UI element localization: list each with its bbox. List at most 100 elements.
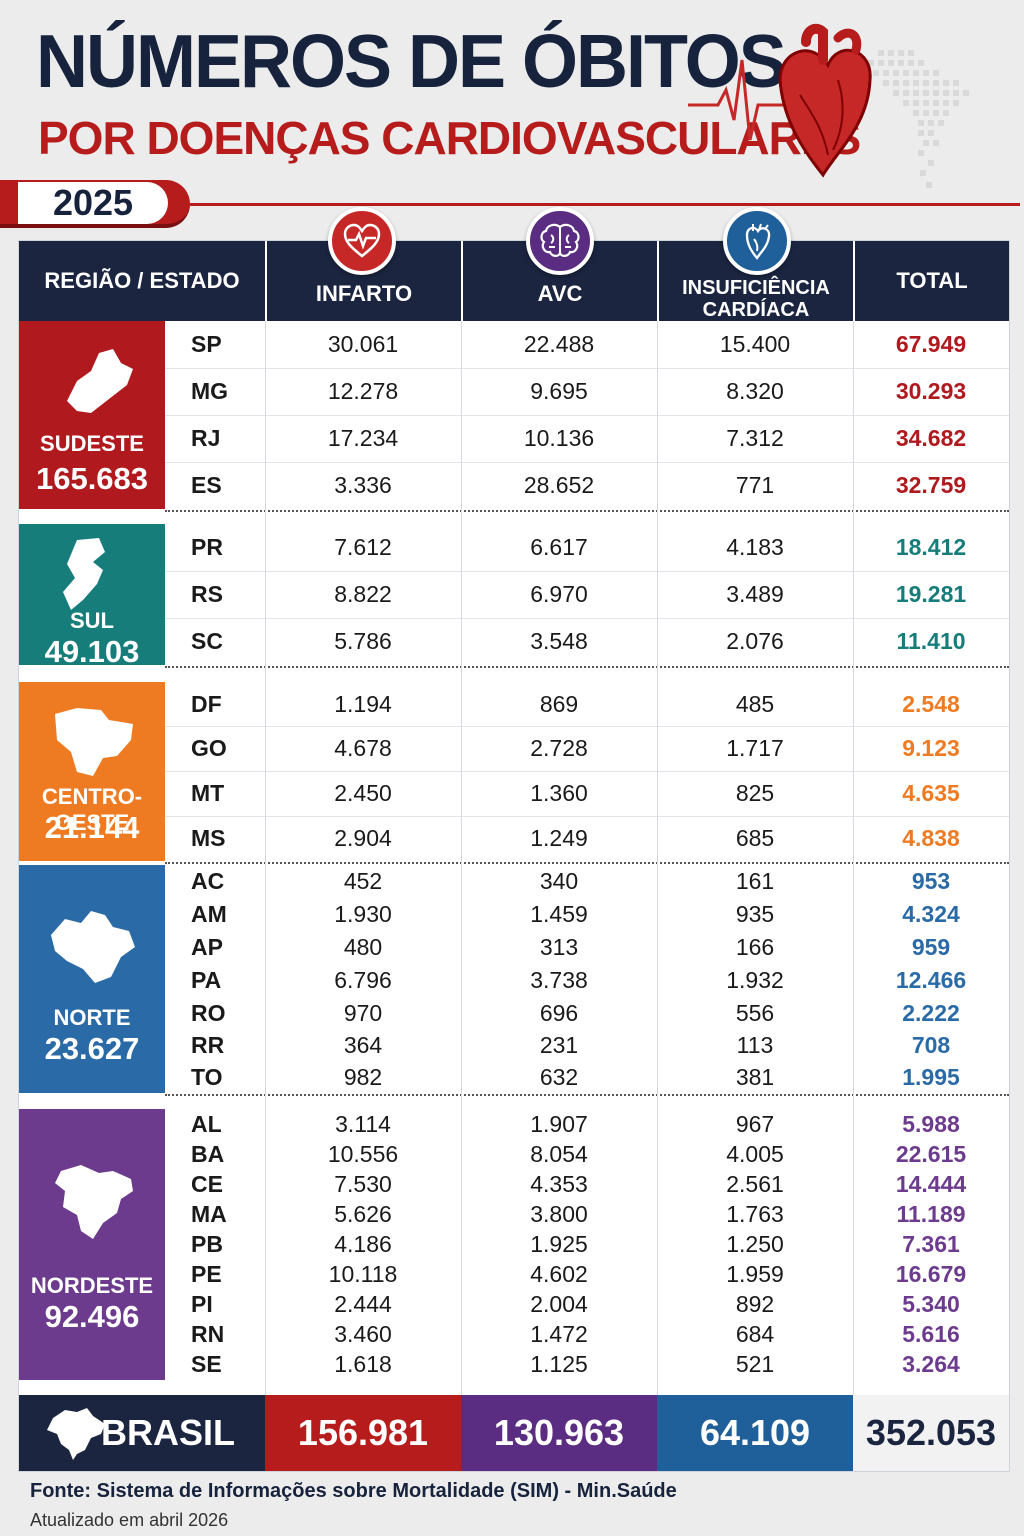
region-divider	[165, 862, 1009, 864]
avc-value: 1.125	[530, 1351, 588, 1377]
avc-value: 231	[539, 1031, 579, 1058]
insuficiencia-value: 8.320	[726, 378, 784, 404]
table-row: RO 970 696 556 2.222	[165, 997, 1009, 1029]
avc-value: 3.738	[530, 967, 588, 993]
infarto-value: 982	[343, 1063, 383, 1090]
region-name: SUL	[70, 608, 114, 633]
state-code: MS	[191, 825, 226, 851]
norte-map-icon	[51, 911, 135, 983]
insuficiencia-value: 7.312	[726, 425, 784, 451]
infarto-value: 5.626	[334, 1200, 392, 1227]
avc-value: 22.488	[523, 331, 595, 357]
row-total: 2.548	[902, 690, 960, 717]
heart-illustration-icon	[688, 23, 969, 188]
brasil-total-row: BRASIL 156.981 130.963 64.109 352.053	[19, 1395, 1009, 1471]
brazil-map-icon	[47, 1408, 105, 1460]
col-avc-header: AVC	[461, 241, 657, 321]
infarto-value: 3.114	[335, 1110, 391, 1137]
infarto-value: 4.186	[334, 1230, 392, 1257]
infarto-value: 452	[343, 867, 383, 894]
region-name: CENTRO-OESTE	[41, 784, 143, 835]
year-label: 2025	[18, 182, 168, 224]
row-divider	[165, 368, 1009, 369]
row-total: 11.189	[896, 1200, 966, 1227]
row-divider	[165, 726, 1009, 727]
table-row: RN 3.460 1.472 684 5.616	[165, 1319, 1009, 1349]
avc-value: 2.004	[530, 1290, 588, 1317]
avc-value: 10.136	[523, 425, 595, 451]
avc-value: 632	[539, 1063, 579, 1090]
infarto-value: 8.822	[334, 581, 392, 607]
source-text: Fonte: Sistema de Informações sobre Mort…	[30, 1480, 677, 1502]
state-code: MA	[191, 1200, 227, 1227]
region-total: 49.103	[44, 634, 140, 669]
avc-value: 3.800	[530, 1200, 588, 1227]
region-divider	[165, 666, 1009, 668]
brasil-avc: 130.963	[461, 1395, 657, 1471]
state-code: CE	[191, 1170, 223, 1197]
row-total: 67.949	[895, 331, 967, 357]
region-divider	[165, 1094, 1009, 1096]
table-row: CE 7.530 4.353 2.561 14.444	[165, 1169, 1009, 1199]
insuficiencia-value: 485	[735, 690, 775, 717]
region-name: SUDESTE	[40, 431, 144, 456]
table-row: AL 3.114 1.907 967 5.988	[165, 1109, 1009, 1139]
state-code: RR	[191, 1031, 225, 1058]
heart-pulse-icon	[328, 207, 396, 275]
row-divider	[165, 571, 1009, 572]
row-total: 12.466	[895, 967, 967, 993]
table-row: SC 5.786 3.548 2.076 11.410	[165, 618, 1009, 665]
infarto-value: 1.618	[334, 1351, 392, 1377]
region-nordeste: NORDESTE 92.496	[19, 1109, 165, 1380]
page-title: NÚMEROS DE ÓBITOS	[36, 20, 787, 104]
insuficiencia-value: 4.183	[726, 534, 784, 560]
avc-value: 2.728	[530, 735, 588, 761]
infarto-value: 2.450	[334, 780, 392, 806]
infarto-value: 3.336	[334, 472, 392, 498]
insuficiencia-value: 935	[735, 900, 775, 927]
insuficiencia-value: 825	[735, 780, 775, 806]
table-row: BA 10.556 8.054 4.005 22.615	[165, 1139, 1009, 1169]
region-divider	[165, 510, 1009, 512]
row-total: 708	[911, 1031, 951, 1058]
brasil-label-cell: BRASIL	[19, 1395, 265, 1471]
col-infarto-header: INFARTO	[265, 241, 461, 321]
infarto-value: 364	[343, 1031, 383, 1058]
table-row: SE 1.618 1.125 521 3.264	[165, 1349, 1009, 1380]
state-code: MT	[191, 780, 225, 806]
row-divider	[165, 618, 1009, 619]
table-row: DF 1.194 869 485 2.548	[165, 682, 1009, 726]
insuficiencia-value: 684	[735, 1320, 775, 1347]
year-divider	[190, 203, 1020, 206]
infarto-value: 4.678	[334, 735, 392, 761]
row-total: 2.222	[902, 999, 960, 1026]
avc-value: 313	[539, 934, 579, 960]
region-sul: SUL 49.103	[19, 524, 165, 669]
row-total: 4.635	[902, 780, 960, 806]
insuficiencia-value: 685	[735, 825, 775, 851]
row-total: 5.988	[902, 1110, 960, 1137]
state-code: AP	[191, 934, 223, 960]
insuficiencia-value: 161	[735, 867, 775, 894]
insuficiencia-value: 2.561	[726, 1170, 784, 1197]
state-code: BA	[191, 1140, 225, 1167]
table-row: RS 8.822 6.970 3.489 19.281	[165, 571, 1009, 618]
infarto-value: 1.194	[334, 690, 392, 717]
state-code: ES	[191, 472, 222, 498]
row-total: 7.361	[902, 1230, 960, 1257]
row-total: 5.340	[902, 1290, 960, 1317]
brasil-insuficiencia: 64.109	[657, 1395, 853, 1471]
row-total: 5.616	[902, 1320, 960, 1347]
state-code: AC	[191, 867, 225, 894]
column-divider	[657, 321, 658, 1395]
row-total: 19.281	[895, 581, 967, 607]
state-code: RN	[191, 1320, 225, 1347]
avc-value: 6.970	[530, 581, 588, 607]
brasil-label: BRASIL	[101, 1412, 235, 1453]
row-total: 953	[911, 867, 951, 894]
insuficiencia-value: 771	[735, 472, 775, 498]
avc-value: 869	[539, 690, 579, 717]
row-total: 11.410	[896, 628, 966, 654]
infarto-value: 480	[343, 934, 383, 960]
table-row: TO 982 632 381 1.995	[165, 1061, 1009, 1093]
